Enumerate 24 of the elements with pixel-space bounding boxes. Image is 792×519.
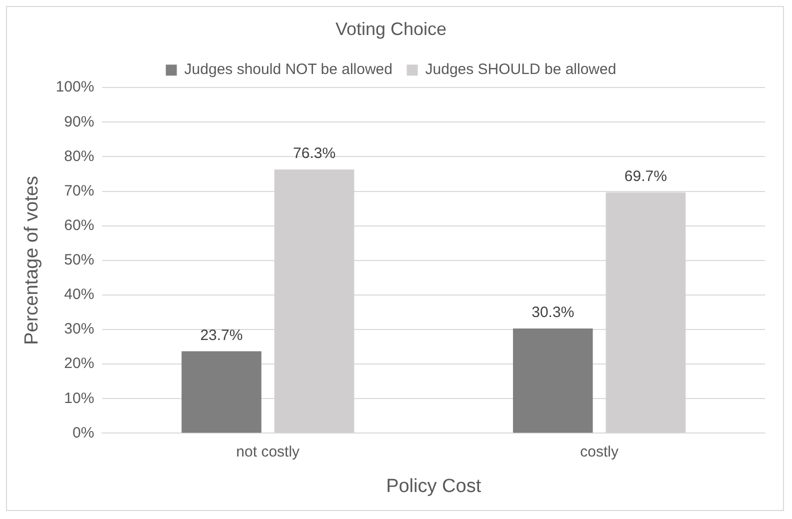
x-axis-title: Policy Cost	[386, 476, 482, 497]
y-tick-label: 90%	[64, 113, 94, 130]
data-label: 69.7%	[624, 168, 667, 185]
y-axis-title: Percentage of votes	[22, 176, 43, 345]
y-tick-label: 20%	[64, 355, 94, 372]
data-label: 76.3%	[293, 145, 336, 162]
y-tick-label: 40%	[64, 286, 94, 304]
y-tick-label: 10%	[64, 390, 94, 407]
y-tick-label: 70%	[64, 182, 94, 200]
y-tick-label: 30%	[64, 320, 94, 338]
chart-title: Voting Choice	[335, 18, 447, 39]
y-tick-label: 100%	[56, 78, 94, 96]
data-label: 23.7%	[200, 326, 243, 344]
x-tick-label: costly	[580, 443, 619, 460]
bar	[182, 351, 262, 433]
x-tick-label: not costly	[236, 443, 300, 460]
bar	[512, 328, 593, 433]
y-tick-label: 80%	[64, 148, 94, 165]
data-label: 30.3%	[532, 304, 574, 322]
legend-label: Judges SHOULD be allowed	[425, 61, 616, 78]
y-tick-label: 50%	[64, 252, 94, 269]
y-tick-label: 0%	[72, 424, 94, 442]
y-tick-label: 60%	[64, 216, 94, 234]
legend-label: Judges should NOT be allowed	[184, 61, 392, 78]
